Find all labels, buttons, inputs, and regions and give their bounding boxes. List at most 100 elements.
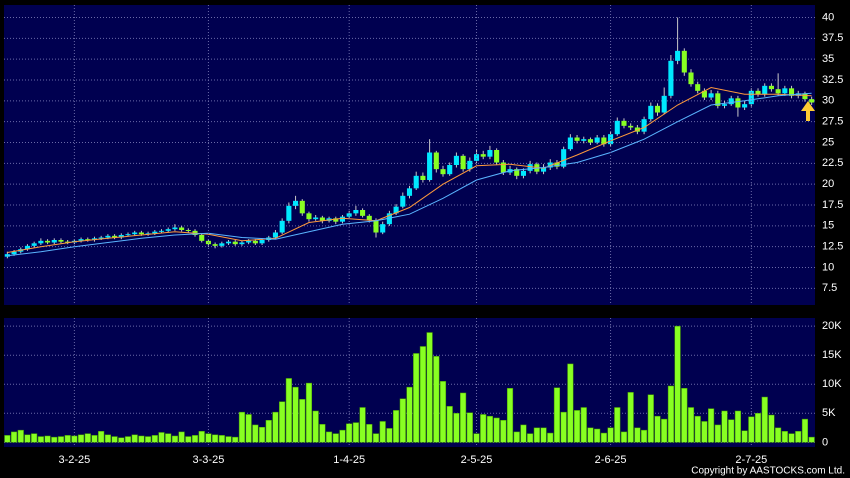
volume-bar xyxy=(406,386,413,443)
candle-body xyxy=(494,150,500,163)
volume-bar xyxy=(419,346,426,443)
candle-body xyxy=(252,240,258,244)
volume-bar xyxy=(734,410,741,443)
volume-bar xyxy=(580,407,587,443)
volume-bar xyxy=(165,433,172,443)
volume-bar xyxy=(594,428,601,443)
candle-body xyxy=(152,231,158,234)
volume-bar xyxy=(145,436,152,443)
candle-body xyxy=(225,241,232,244)
volume-bar xyxy=(721,410,728,443)
volume-bar xyxy=(312,410,319,443)
candle-body xyxy=(561,149,567,167)
x-tick-label: 3-2-25 xyxy=(58,454,90,466)
candle-body xyxy=(199,235,205,241)
volume-bar xyxy=(748,416,755,443)
volume-bar xyxy=(37,436,44,443)
candle-body xyxy=(98,237,104,239)
y-tick-label: 22.5 xyxy=(822,157,843,169)
candle-body xyxy=(299,200,305,214)
y-tick-label: 10K xyxy=(822,378,842,390)
volume-bar xyxy=(754,413,762,443)
volume-bar xyxy=(681,388,688,443)
candle-body xyxy=(514,169,520,176)
candle-body xyxy=(628,125,634,128)
y-tick-label: 20K xyxy=(822,320,842,332)
volume-bar xyxy=(788,433,795,443)
volume-bar xyxy=(131,434,138,443)
candle-body xyxy=(782,88,788,94)
volume-bar xyxy=(634,427,641,443)
candle-body xyxy=(634,127,640,132)
candle-body xyxy=(366,215,372,220)
volume-bar xyxy=(258,426,266,443)
candle-body xyxy=(608,134,614,145)
volume-bar xyxy=(393,410,400,443)
candle-body xyxy=(440,169,446,175)
candle-body xyxy=(695,84,701,91)
candle-body xyxy=(380,224,386,233)
y-tick-label: 17.5 xyxy=(822,199,843,211)
candle-body xyxy=(51,240,57,243)
volume-bar xyxy=(151,435,158,443)
volume-bar xyxy=(801,418,809,443)
candle-body xyxy=(232,241,238,245)
candle-body xyxy=(547,162,553,168)
x-tick-label: 1-4-25 xyxy=(333,454,365,466)
candle-body xyxy=(24,245,31,250)
candle-body xyxy=(246,240,252,243)
candle-body xyxy=(654,105,661,113)
candle-body xyxy=(78,239,84,241)
volume-bar xyxy=(4,435,11,443)
volume-bar xyxy=(587,427,594,443)
volume-bar xyxy=(667,385,674,443)
candle-body xyxy=(158,230,165,232)
volume-bar xyxy=(607,427,614,443)
volume-bar xyxy=(808,436,815,443)
volume-bar xyxy=(641,429,648,443)
candle-body xyxy=(400,195,406,207)
candle-body xyxy=(185,230,191,231)
volume-bar xyxy=(91,435,98,443)
volume-bar xyxy=(10,431,18,443)
x-tick-label: 2-5-25 xyxy=(461,454,493,466)
candle-body xyxy=(333,218,339,222)
volume-bar xyxy=(506,388,514,443)
volume-bar xyxy=(171,435,178,443)
volume-bar xyxy=(674,325,681,443)
y-tick-label: 15K xyxy=(822,349,842,361)
volume-bar xyxy=(433,356,440,443)
volume-bar xyxy=(728,419,735,443)
candle-body xyxy=(447,165,453,175)
volume-bar xyxy=(533,427,540,443)
candle-body xyxy=(105,235,111,238)
candle-body xyxy=(138,232,144,235)
volume-bar xyxy=(654,415,661,443)
volume-bar xyxy=(453,413,460,443)
candle-body xyxy=(601,137,607,145)
candle-body xyxy=(668,60,674,96)
volume-bar xyxy=(446,406,453,443)
volume-bar xyxy=(285,378,292,443)
volume-bar xyxy=(573,410,581,443)
candle-body xyxy=(453,155,459,165)
volume-bar xyxy=(245,414,252,443)
candle-body xyxy=(721,104,728,106)
candle-body xyxy=(574,137,580,141)
candle-body xyxy=(427,152,433,180)
volume-bar xyxy=(775,427,782,443)
volume-bar xyxy=(614,407,621,443)
candle-body xyxy=(306,213,312,220)
volume-bar xyxy=(661,418,668,443)
volume-bar xyxy=(795,431,802,443)
candle-body xyxy=(179,227,185,230)
volume-bar xyxy=(339,429,346,443)
volume-bar xyxy=(627,392,634,443)
candle-body xyxy=(467,160,473,170)
candle-body xyxy=(661,95,667,113)
volume-bar xyxy=(366,424,373,443)
candle-body xyxy=(527,164,533,171)
x-tick-label: 2-6-25 xyxy=(595,454,627,466)
x-tick-label: 2-7-25 xyxy=(735,454,767,466)
